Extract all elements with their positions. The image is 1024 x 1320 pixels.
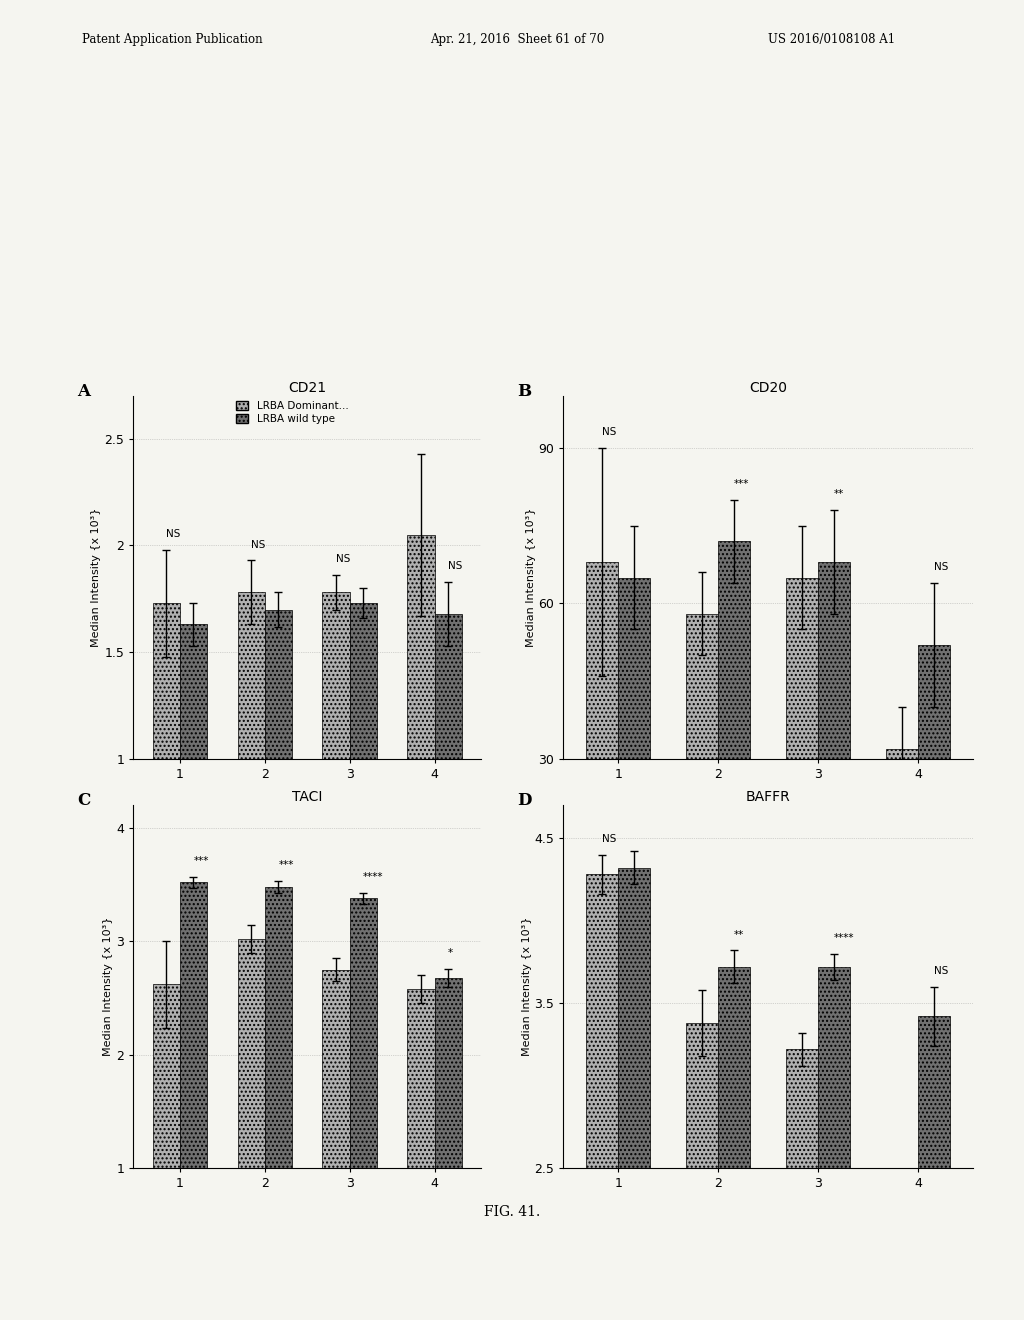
Text: NS: NS — [336, 554, 350, 565]
Text: ***: *** — [734, 479, 750, 488]
Bar — [349, 603, 377, 973]
Bar — [408, 535, 434, 973]
Bar — [180, 624, 207, 973]
Bar — [265, 610, 292, 973]
Text: NS: NS — [449, 561, 463, 570]
Bar — [153, 603, 180, 973]
Text: NS: NS — [251, 540, 265, 549]
Text: **: ** — [834, 490, 844, 499]
Text: NS: NS — [166, 529, 180, 539]
Text: Apr. 21, 2016  Sheet 61 of 70: Apr. 21, 2016 Sheet 61 of 70 — [430, 33, 604, 46]
Text: ***: *** — [279, 861, 294, 870]
Text: NS: NS — [934, 562, 948, 572]
Bar — [265, 887, 292, 1282]
Text: US 2016/0108108 A1: US 2016/0108108 A1 — [768, 33, 895, 46]
Bar — [434, 978, 462, 1282]
Bar — [153, 985, 180, 1282]
Bar — [886, 748, 918, 915]
Text: C: C — [77, 792, 90, 809]
Y-axis label: Median Intensity {x 10³}: Median Intensity {x 10³} — [91, 508, 101, 647]
Bar — [718, 966, 750, 1320]
Text: **: ** — [734, 929, 744, 940]
Text: Patent Application Publication: Patent Application Publication — [82, 33, 262, 46]
Text: FIG. 41.: FIG. 41. — [484, 1205, 540, 1218]
Text: D: D — [517, 792, 531, 809]
Y-axis label: Median Intensity {x 10³}: Median Intensity {x 10³} — [525, 508, 536, 647]
Y-axis label: Median Intensity {x 10³}: Median Intensity {x 10³} — [521, 917, 531, 1056]
Text: ****: **** — [834, 933, 854, 942]
Text: NS: NS — [934, 966, 948, 975]
Bar — [349, 898, 377, 1282]
Bar — [818, 966, 850, 1320]
Text: *: * — [449, 948, 454, 957]
Text: B: B — [517, 383, 531, 400]
Bar — [323, 970, 349, 1282]
Bar — [618, 578, 650, 915]
Text: NS: NS — [602, 834, 616, 843]
Bar — [786, 1049, 818, 1320]
Text: ***: *** — [194, 855, 209, 866]
Text: NS: NS — [602, 426, 616, 437]
Bar — [180, 882, 207, 1282]
Title: CD20: CD20 — [749, 381, 787, 395]
Bar — [434, 614, 462, 973]
Bar — [786, 578, 818, 915]
Bar — [618, 867, 650, 1320]
Bar — [408, 989, 434, 1282]
Title: CD21: CD21 — [288, 381, 327, 395]
Bar — [918, 645, 950, 915]
Bar — [238, 593, 265, 973]
Bar — [818, 562, 850, 915]
Text: ****: **** — [364, 871, 384, 882]
Title: BAFFR: BAFFR — [745, 791, 791, 804]
Text: A: A — [77, 383, 90, 400]
Y-axis label: Median Intensity {x 10³}: Median Intensity {x 10³} — [103, 917, 114, 1056]
Legend: LRBA Dominant..., LRBA wild type: LRBA Dominant..., LRBA wild type — [236, 401, 348, 424]
Bar — [686, 1023, 718, 1320]
Bar — [886, 1204, 918, 1320]
Bar — [586, 874, 618, 1320]
Bar — [238, 939, 265, 1282]
Title: TACI: TACI — [292, 791, 323, 804]
Bar — [686, 614, 718, 915]
Bar — [323, 593, 349, 973]
Bar — [586, 562, 618, 915]
Bar — [918, 1016, 950, 1320]
Bar — [718, 541, 750, 915]
